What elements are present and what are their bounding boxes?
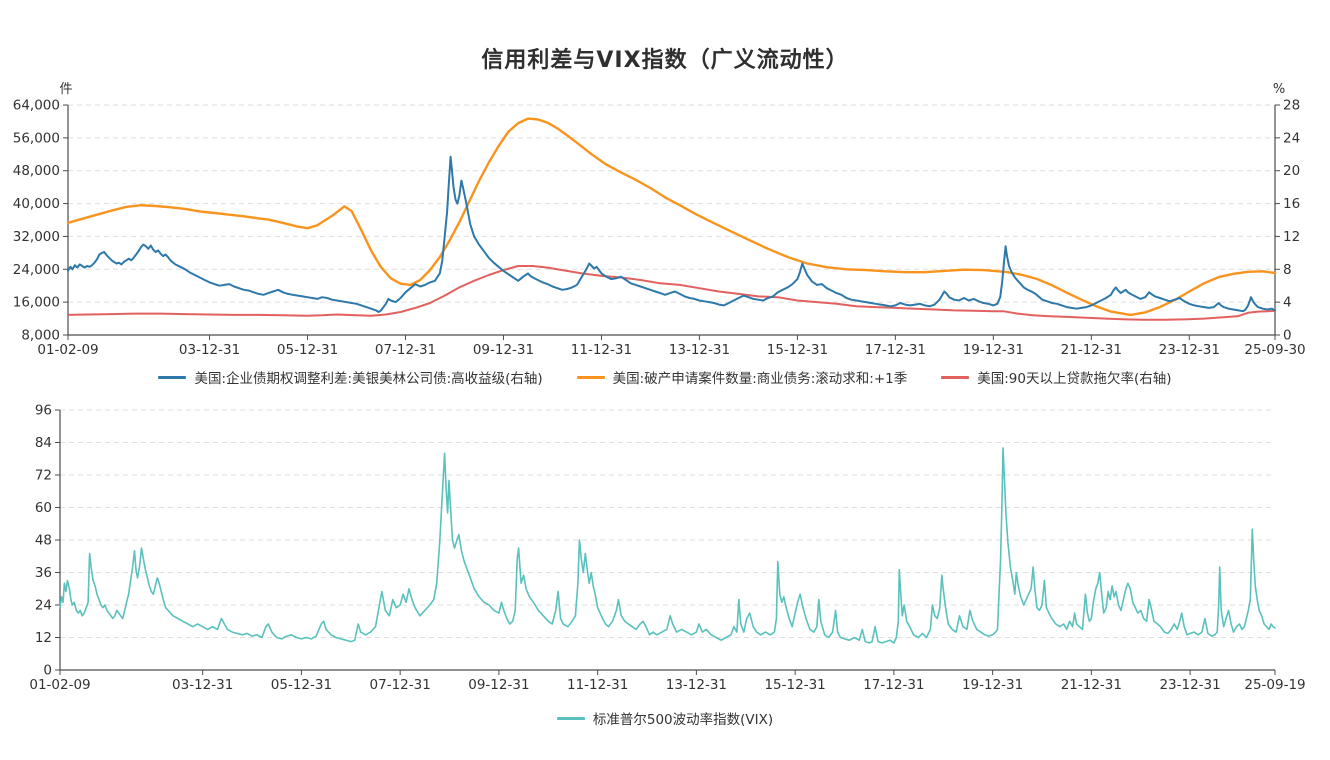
y-axis-tick-label: 64,000 [13, 98, 60, 114]
y-axis-tick-label: 40,000 [13, 196, 60, 212]
x-axis-tick-label: 11-12-31 [567, 677, 628, 693]
x-axis-tick-label: 25-09-19 [1244, 677, 1305, 693]
legend-swatch-red [941, 375, 970, 379]
x-axis-tick-label: 01-02-09 [29, 677, 90, 693]
legend-label-delinquency: 美国:90天以上贷款拖欠率(右轴) [977, 371, 1172, 387]
right-axis-unit-label: % [1273, 82, 1285, 97]
series-line-0 [67, 155, 1276, 313]
y-axis-tick-label: 84 [35, 435, 52, 451]
x-axis-tick-label: 03-12-31 [179, 342, 240, 358]
bottom-chart-legend: 标准普尔500波动率指数(VIX) [0, 708, 1330, 728]
y-axis-right-tick-label: 16 [1283, 196, 1300, 212]
y-axis-right-tick-label: 4 [1283, 295, 1292, 311]
x-axis-tick-label: 23-12-31 [1159, 677, 1220, 693]
y-axis-tick-label: 24 [35, 598, 52, 614]
series-line-2 [67, 265, 1276, 321]
y-axis-right-tick-label: 0 [1283, 328, 1292, 344]
x-axis-tick-label: 09-12-31 [468, 677, 529, 693]
y-axis-tick-label: 24,000 [13, 262, 60, 278]
y-axis-tick-label: 0 [43, 663, 52, 679]
x-axis-tick-label: 19-12-31 [962, 677, 1023, 693]
x-axis-tick-label: 09-12-31 [473, 342, 534, 358]
x-axis-tick-label: 13-12-31 [669, 342, 730, 358]
y-axis-right-tick-label: 12 [1283, 229, 1300, 245]
x-axis-tick-label: 07-12-31 [370, 677, 431, 693]
x-axis-tick-label: 19-12-31 [963, 342, 1024, 358]
left-axis-unit-label: 件 [59, 82, 72, 97]
x-axis-tick-label: 07-12-31 [375, 342, 436, 358]
x-axis-tick-label: 23-12-31 [1159, 342, 1220, 358]
x-axis-tick-label: 15-12-31 [764, 677, 825, 693]
x-axis-tick-label: 21-12-31 [1061, 677, 1122, 693]
x-axis-tick-label: 13-12-31 [666, 677, 727, 693]
series-line-0 [59, 447, 1276, 644]
y-axis-tick-label: 12 [35, 630, 52, 646]
legend-label-bankruptcy: 美国:破产申请案件数量:商业债务:滚动求和:+1季 [612, 371, 908, 387]
legend-swatch-blue [158, 375, 187, 379]
y-axis-tick-label: 36 [35, 565, 52, 581]
y-axis-tick-label: 56,000 [13, 130, 60, 146]
x-axis-tick-label: 05-12-31 [271, 677, 332, 693]
x-axis-tick-label: 17-12-31 [865, 342, 926, 358]
legend-item-hy-oas[interactable]: 美国:企业债期权调整利差:美银美林公司债:高收益级(右轴) [158, 367, 543, 387]
y-axis-right-tick-label: 24 [1283, 130, 1300, 146]
y-axis-tick-label: 48 [35, 533, 52, 549]
series-line-1 [66, 117, 1277, 317]
y-axis-tick-label: 48,000 [13, 163, 60, 179]
legend-item-delinquency[interactable]: 美国:90天以上贷款拖欠率(右轴) [941, 367, 1172, 387]
x-axis-tick-label: 11-12-31 [571, 342, 632, 358]
y-axis-right-tick-label: 20 [1283, 163, 1300, 179]
x-axis-tick-label: 17-12-31 [863, 677, 924, 693]
y-axis-tick-label: 16,000 [13, 295, 60, 311]
page-title: 信用利差与VIX指数（广义流动性） [481, 48, 849, 73]
x-axis-tick-label: 03-12-31 [172, 677, 233, 693]
legend-swatch-teal [556, 716, 585, 720]
legend-item-vix[interactable]: 标准普尔500波动率指数(VIX) [556, 708, 774, 728]
y-axis-tick-label: 32,000 [13, 229, 60, 245]
x-axis-tick-label: 15-12-31 [767, 342, 828, 358]
x-axis-tick-label: 01-02-09 [37, 342, 98, 358]
y-axis-right-tick-label: 28 [1283, 98, 1300, 114]
legend-label-vix: 标准普尔500波动率指数(VIX) [592, 712, 774, 728]
legend-item-bankruptcy[interactable]: 美国:破产申请案件数量:商业债务:滚动求和:+1季 [576, 367, 908, 387]
y-axis-tick-label: 8,000 [21, 328, 60, 344]
x-axis-tick-label: 05-12-31 [277, 342, 338, 358]
y-axis-right-tick-label: 8 [1283, 262, 1292, 278]
legend-swatch-orange [576, 375, 605, 379]
legend-label-hy-oas: 美国:企业债期权调整利差:美银美林公司债:高收益级(右轴) [194, 371, 543, 387]
x-axis-tick-label: 25-09-30 [1244, 342, 1305, 358]
y-axis-tick-label: 96 [35, 403, 52, 419]
x-axis-tick-label: 21-12-31 [1061, 342, 1122, 358]
y-axis-tick-label: 72 [35, 468, 52, 484]
y-axis-tick-label: 60 [35, 500, 52, 516]
top-chart-legend: 美国:企业债期权调整利差:美银美林公司债:高收益级(右轴) 美国:破产申请案件数… [0, 367, 1330, 387]
